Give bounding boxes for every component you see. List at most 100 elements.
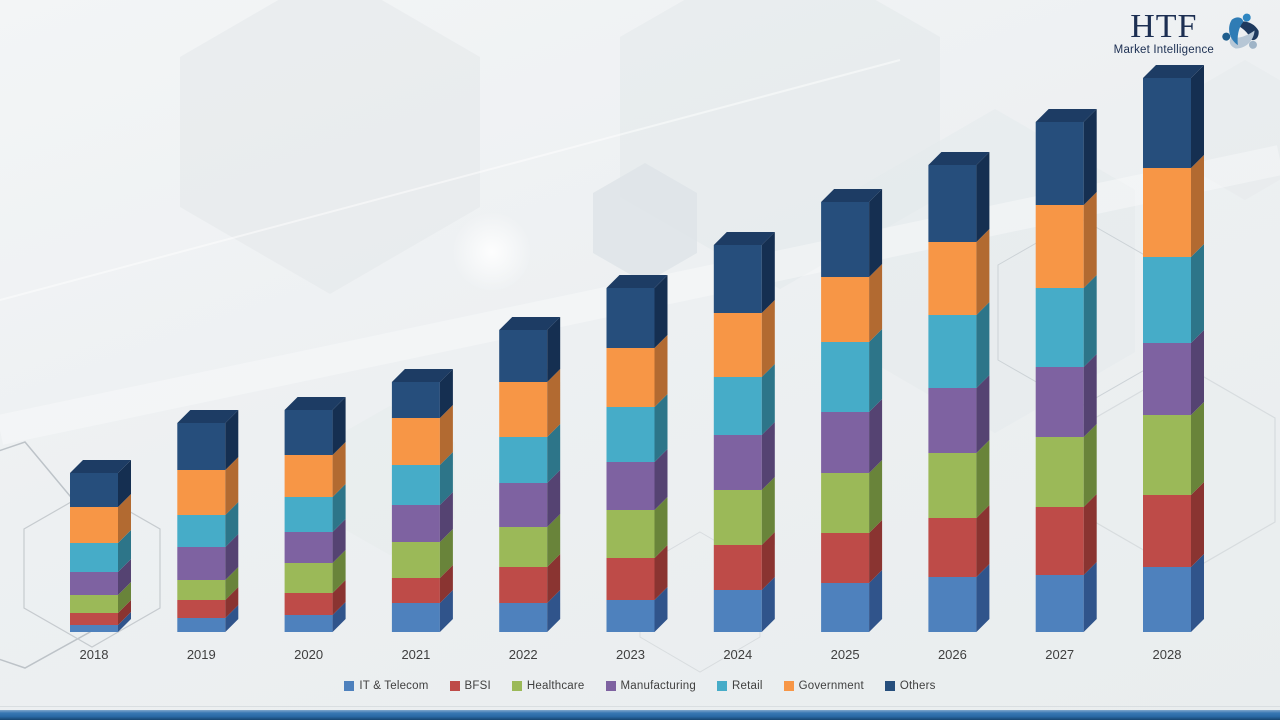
bar-segment-side-2021 [439, 452, 453, 505]
bar-segment-side-2027 [1083, 354, 1097, 437]
htf-logo: HTF Market Intelligence [1114, 8, 1268, 58]
bar-segment-side-2023 [654, 394, 668, 462]
bar-segment-front-2019 [177, 423, 226, 470]
legend-label: Manufacturing [620, 680, 696, 692]
bar-top-face-2028 [1143, 65, 1204, 78]
bar-segment-side-2026 [976, 152, 990, 242]
bar-segment-side-2019 [225, 587, 239, 618]
bar-segment-front-2028 [1143, 567, 1191, 632]
bar-segment-side-2024 [761, 364, 775, 435]
bar-top-face-2021 [391, 369, 453, 382]
bar-segment-side-2028 [1191, 155, 1204, 257]
axis-label-2018: 2018 [80, 647, 109, 662]
bar-segment-front-2028 [1143, 343, 1191, 415]
bar-segment-front-2026 [928, 453, 977, 518]
bar-segment-side-2018 [118, 559, 131, 595]
bar-segment-side-2026 [976, 440, 990, 518]
bar-segment-front-2022 [499, 567, 548, 603]
bar-segment-side-2018 [118, 494, 131, 543]
bar-segment-side-2025 [869, 264, 883, 342]
axis-label-2020: 2020 [294, 647, 323, 662]
bar-segment-side-2021 [439, 405, 453, 465]
bar-segment-side-2026 [976, 375, 990, 453]
bar-segment-side-2027 [1083, 109, 1097, 205]
axis-label-2019: 2019 [187, 647, 216, 662]
bar-segment-side-2024 [761, 232, 775, 313]
bar-segment-front-2025 [821, 583, 870, 632]
bar-segment-side-2028 [1191, 482, 1204, 567]
logo-subtitle: Market Intelligence [1113, 43, 1214, 56]
bar-segment-side-2020 [332, 397, 346, 455]
bar-segment-front-2026 [928, 315, 977, 388]
bar-segment-side-2026 [976, 302, 990, 388]
bar-segment-side-2025 [869, 460, 883, 533]
logo-text-block: HTF Market Intelligence [1113, 9, 1214, 57]
bar-segment-side-2021 [439, 369, 453, 418]
bar-segment-side-2020 [332, 550, 346, 593]
bar-segment-front-2024 [713, 245, 762, 313]
bar-segment-side-2021 [439, 590, 453, 632]
hexagon-fill [593, 163, 697, 283]
bar-segment-front-2021 [391, 505, 440, 542]
legend-item: Government [783, 680, 864, 692]
bar-segment-front-2026 [928, 388, 977, 453]
bar-segment-front-2025 [821, 412, 870, 473]
bar-segment-front-2024 [713, 435, 762, 490]
bar-segment-front-2020 [284, 532, 333, 563]
logo-figure-light [1229, 30, 1257, 49]
bar-segment-front-2019 [177, 515, 226, 547]
bar-segment-side-2025 [869, 520, 883, 583]
bar-segment-front-2022 [499, 437, 548, 483]
bar-segment-front-2021 [391, 418, 440, 465]
bar-2026 [928, 152, 990, 632]
bar-segment-side-2027 [1083, 275, 1097, 367]
bar-segment-front-2025 [821, 533, 870, 583]
logo-figure-blue [1222, 17, 1244, 46]
bar-segment-front-2019 [177, 580, 226, 600]
bar-segment-front-2021 [391, 603, 440, 632]
bar-segment-front-2024 [713, 377, 762, 435]
bar-segment-side-2021 [439, 565, 453, 603]
bar-top-face-2020 [284, 397, 346, 410]
bar-2024 [713, 232, 775, 632]
bar-segment-front-2026 [928, 577, 977, 632]
bar-segment-front-2025 [821, 473, 870, 533]
bar-segment-front-2028 [1143, 257, 1191, 343]
bar-segment-side-2018 [118, 460, 131, 507]
legend-item: Manufacturing [605, 680, 696, 692]
light-flare [452, 212, 532, 292]
bar-segment-front-2021 [391, 465, 440, 505]
bar-segment-front-2023 [606, 407, 655, 462]
legend-swatch-icon [716, 681, 727, 691]
bar-segment-side-2026 [976, 229, 990, 315]
bar-segment-side-2025 [869, 399, 883, 473]
bar-segment-front-2028 [1143, 495, 1191, 567]
bar-segment-front-2018 [70, 473, 118, 507]
bar-segment-side-2023 [654, 335, 668, 407]
bar-segment-front-2027 [1035, 122, 1084, 205]
hexagon-fill [1185, 60, 1280, 200]
bar-segment-side-2024 [761, 422, 775, 490]
bar-segment-front-2023 [606, 462, 655, 510]
bar-segment-side-2023 [654, 587, 668, 632]
axis-label-2022: 2022 [509, 647, 538, 662]
bar-segment-side-2025 [869, 570, 883, 632]
bar-segment-side-2022 [547, 317, 561, 382]
bar-segment-front-2020 [284, 563, 333, 593]
bar-2025 [821, 189, 883, 632]
bar-segment-side-2028 [1191, 244, 1204, 343]
bar-segment-front-2018 [70, 595, 118, 613]
legend-item: Healthcare [511, 680, 585, 692]
bar-segment-front-2018 [70, 572, 118, 595]
bar-segment-side-2028 [1191, 65, 1204, 168]
bar-segment-side-2019 [225, 457, 239, 515]
bar-segment-front-2020 [284, 615, 333, 632]
bar-segment-front-2023 [606, 600, 655, 632]
bar-segment-front-2021 [391, 542, 440, 578]
bar-segment-side-2024 [761, 532, 775, 590]
bar-segment-front-2021 [391, 578, 440, 603]
bar-segment-side-2021 [439, 492, 453, 542]
legend-swatch-icon [605, 681, 616, 691]
bar-segment-front-2027 [1035, 437, 1084, 507]
